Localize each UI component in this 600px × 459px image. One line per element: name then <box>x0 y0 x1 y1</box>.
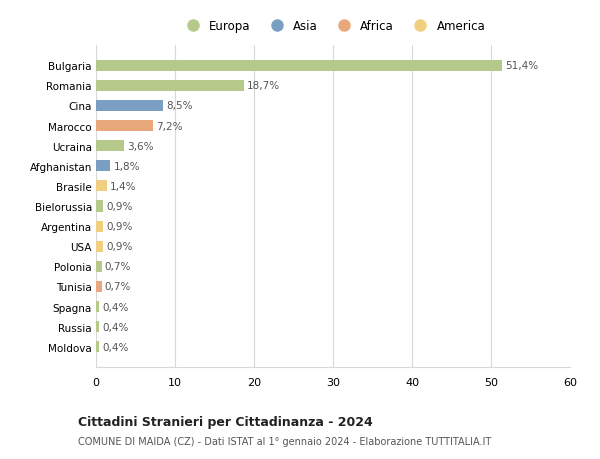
Bar <box>96 101 163 112</box>
Bar <box>96 141 124 152</box>
Bar <box>96 181 107 192</box>
Bar <box>96 281 101 292</box>
Bar <box>96 302 99 313</box>
Bar <box>96 201 103 212</box>
Text: 0,4%: 0,4% <box>103 302 128 312</box>
Text: 0,9%: 0,9% <box>106 202 133 212</box>
Text: 0,9%: 0,9% <box>106 222 133 232</box>
Legend: Europa, Asia, Africa, America: Europa, Asia, Africa, America <box>181 20 485 33</box>
Text: 3,6%: 3,6% <box>128 141 154 151</box>
Bar <box>96 261 101 272</box>
Bar <box>96 121 153 132</box>
Bar <box>96 221 103 232</box>
Bar <box>96 341 99 353</box>
Bar <box>96 161 110 172</box>
Bar <box>96 61 502 72</box>
Text: 0,7%: 0,7% <box>104 262 131 272</box>
Bar <box>96 81 244 92</box>
Text: Cittadini Stranieri per Cittadinanza - 2024: Cittadini Stranieri per Cittadinanza - 2… <box>78 415 373 428</box>
Text: 0,4%: 0,4% <box>103 342 128 352</box>
Text: 18,7%: 18,7% <box>247 81 280 91</box>
Text: 8,5%: 8,5% <box>166 101 193 111</box>
Text: COMUNE DI MAIDA (CZ) - Dati ISTAT al 1° gennaio 2024 - Elaborazione TUTTITALIA.I: COMUNE DI MAIDA (CZ) - Dati ISTAT al 1° … <box>78 436 491 446</box>
Bar <box>96 321 99 332</box>
Text: 0,7%: 0,7% <box>104 282 131 292</box>
Text: 1,4%: 1,4% <box>110 181 137 191</box>
Text: 51,4%: 51,4% <box>505 61 538 71</box>
Bar <box>96 241 103 252</box>
Text: 0,9%: 0,9% <box>106 242 133 252</box>
Text: 1,8%: 1,8% <box>113 162 140 171</box>
Text: 0,4%: 0,4% <box>103 322 128 332</box>
Text: 7,2%: 7,2% <box>156 121 182 131</box>
